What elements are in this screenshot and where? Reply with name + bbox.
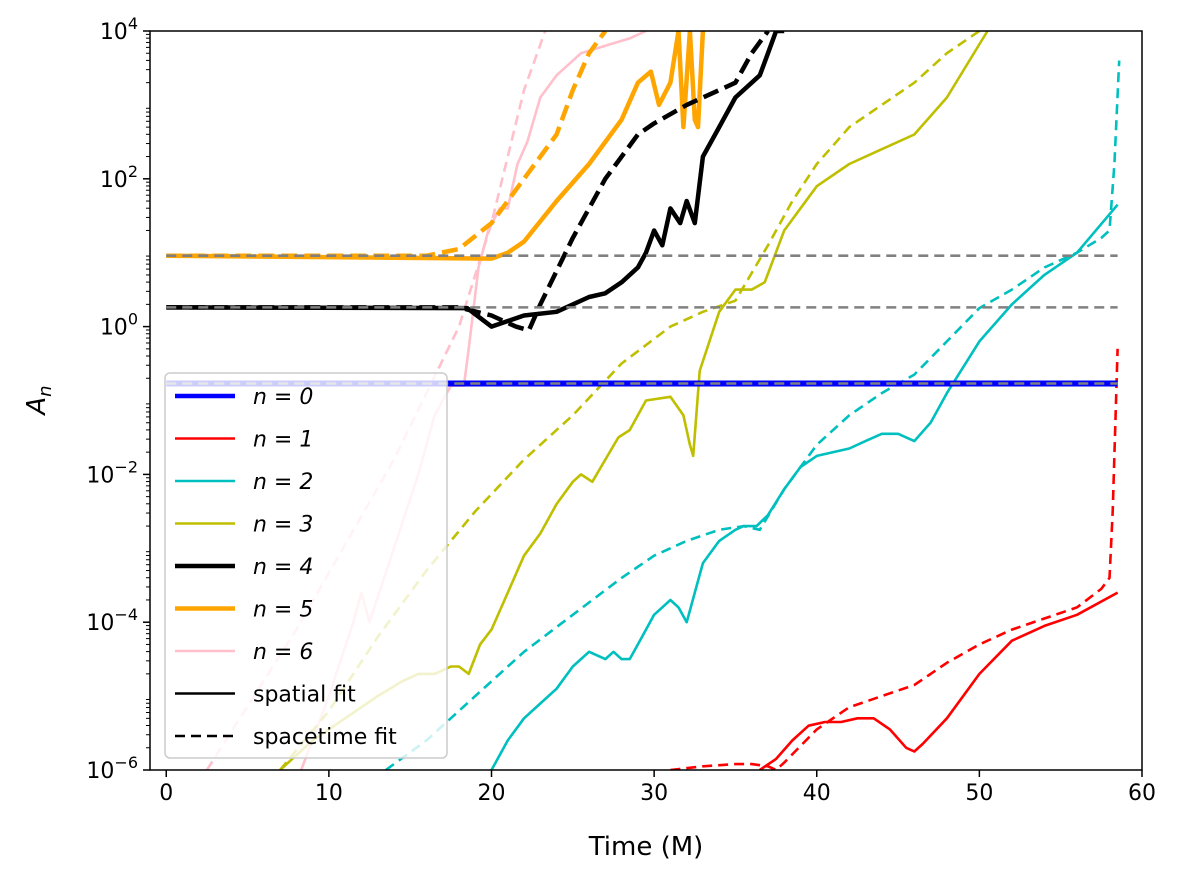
y-tick-label: 10−2 xyxy=(86,457,138,488)
y-tick-label: 10−4 xyxy=(86,605,138,636)
y-tick-label: 10−6 xyxy=(86,753,138,784)
series-line-n-1-spacetime-fit xyxy=(670,348,1119,770)
series-line-n-4-spacetime-fit xyxy=(166,31,770,333)
series-line-n-5-spacetime-fit xyxy=(166,31,608,258)
legend-label: spacetime fit xyxy=(253,725,397,750)
y-tick-label: 100 xyxy=(100,310,138,341)
legend-label: n = 6 xyxy=(253,640,313,665)
y-tick-label: 104 xyxy=(100,14,138,45)
x-tick-label: 50 xyxy=(965,781,993,806)
series-line-n-2-spatial-fit xyxy=(490,203,1119,770)
legend-box xyxy=(164,372,448,759)
y-axis: 10−6 10−4 10−2 100 102 104 xyxy=(86,14,150,784)
legend-label: n = 4 xyxy=(253,555,313,580)
legend: n = 0 n = 1 n = 2 n = 3 n = 4 n = 5 n = 6 spati… xyxy=(164,372,448,759)
x-tick-label: 10 xyxy=(315,781,343,806)
x-axis-title: Time (M) xyxy=(588,832,704,862)
legend-label: n = 5 xyxy=(253,598,313,623)
x-tick-label: 0 xyxy=(159,781,173,806)
x-tick-label: 20 xyxy=(478,781,506,806)
x-tick-label: 30 xyxy=(640,781,668,806)
legend-label: n = 1 xyxy=(253,428,313,453)
series-line-n-1-spatial-fit xyxy=(759,591,1119,770)
legend-label: n = 0 xyxy=(253,385,313,410)
x-axis: 0 10 20 30 40 50 60 xyxy=(159,770,1156,806)
y-tick-label: 102 xyxy=(100,162,138,193)
series-line-n-4-spatial-fit xyxy=(166,31,785,329)
legend-label: n = 2 xyxy=(253,470,313,495)
legend-label: spatial fit xyxy=(253,683,356,708)
series-line-n-5-spatial-fit xyxy=(166,31,706,261)
x-tick-label: 40 xyxy=(803,781,831,806)
legend-label: n = 3 xyxy=(253,513,313,538)
series-line-n-2-spacetime-fit xyxy=(385,60,1121,770)
y-axis-title: An xyxy=(22,385,56,416)
plot-frame xyxy=(149,30,1143,771)
x-tick-label: 60 xyxy=(1128,781,1156,806)
